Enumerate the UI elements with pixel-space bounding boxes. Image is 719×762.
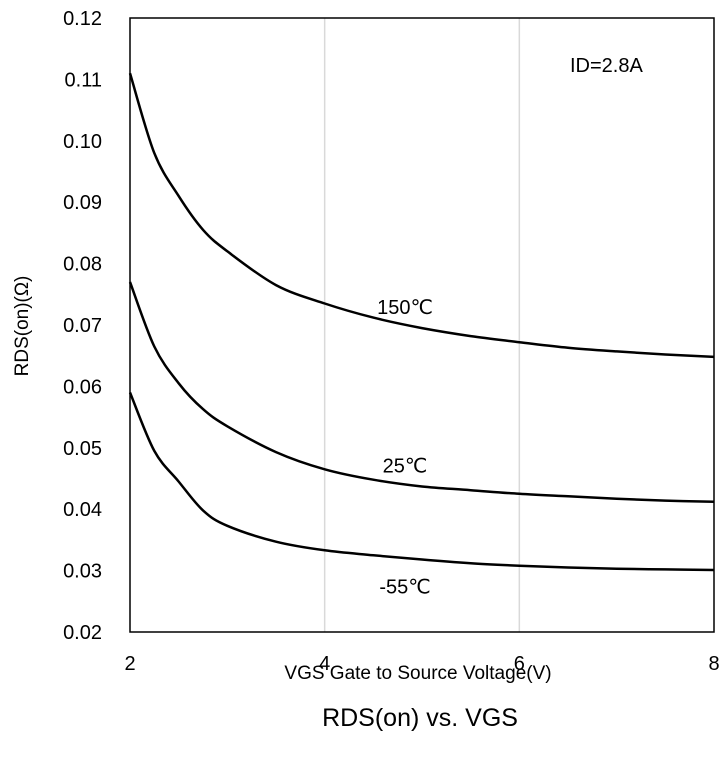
grid bbox=[323, 18, 521, 632]
y-tick-label: 0.08 bbox=[63, 254, 102, 276]
x-tick-label: 4 bbox=[319, 653, 330, 675]
chart-title: RDS(on) vs. VGS bbox=[322, 704, 518, 732]
series-label-2: -55℃ bbox=[379, 577, 430, 599]
x-tick-label: 8 bbox=[708, 653, 719, 675]
series-label-0: 150℃ bbox=[377, 297, 433, 319]
series-line-1 bbox=[128, 281, 715, 504]
y-tick-label: 0.09 bbox=[63, 192, 102, 214]
series-line-0 bbox=[128, 72, 715, 359]
series-line-2 bbox=[128, 392, 715, 572]
x-tick-label: 2 bbox=[124, 653, 135, 675]
y-tick-label: 0.11 bbox=[65, 69, 102, 91]
y-axis-ticks: 0.02 0.03 0.04 0.05 0.06 0.07 0.08 0.09 0.10 0.11… bbox=[63, 8, 102, 644]
x-axis-label: VGS Gate to Source Voltage(V) bbox=[284, 663, 551, 684]
y-tick-label: 0.04 bbox=[63, 499, 102, 521]
series-lines bbox=[128, 72, 715, 572]
y-tick-label: 0.05 bbox=[63, 438, 102, 460]
y-tick-label: 0.12 bbox=[63, 8, 102, 30]
y-tick-label: 0.07 bbox=[63, 315, 102, 337]
series-labels: 150℃ 25℃ -55℃ bbox=[377, 297, 433, 598]
y-tick-label: 0.03 bbox=[63, 561, 102, 583]
plot-frame bbox=[129, 17, 715, 633]
x-tick-label: 6 bbox=[514, 653, 525, 675]
y-axis-label: RDS(on)(Ω) bbox=[12, 276, 33, 377]
y-tick-label: 0.02 bbox=[63, 622, 102, 644]
y-tick-label: 0.10 bbox=[63, 131, 102, 153]
series-label-1: 25℃ bbox=[383, 455, 428, 477]
annotation-id-current: ID=2.8A bbox=[570, 55, 643, 77]
y-tick-label: 0.06 bbox=[63, 376, 102, 398]
x-axis-ticks: 2 4 6 8 bbox=[124, 653, 719, 675]
